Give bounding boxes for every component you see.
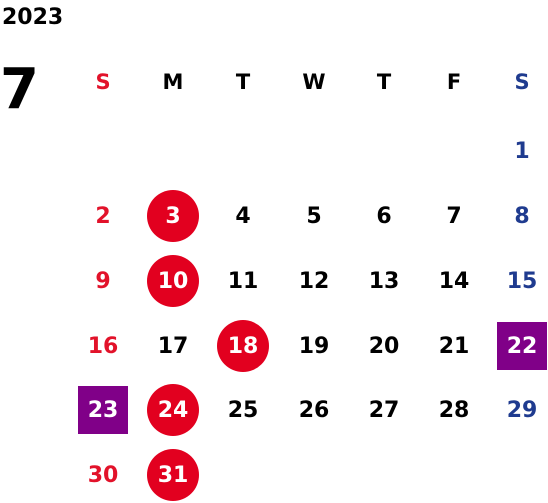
weekday-header-tue: T <box>235 70 251 94</box>
day-cell-28[interactable]: 28 <box>438 397 470 423</box>
day-cell-25[interactable]: 25 <box>227 397 259 423</box>
day-cell-13[interactable]: 13 <box>368 268 400 294</box>
day-cell-14[interactable]: 14 <box>438 268 470 294</box>
weekday-header-sun: S <box>95 70 111 94</box>
day-cell-27[interactable]: 27 <box>368 397 400 423</box>
day-cell-21[interactable]: 21 <box>438 333 470 359</box>
day-cell-7[interactable]: 7 <box>446 203 462 229</box>
weekday-header-mon: M <box>162 70 184 94</box>
day-cell-18[interactable]: 18 <box>217 320 269 372</box>
calendar-month: 7 <box>0 57 39 122</box>
day-cell-9[interactable]: 9 <box>95 268 111 294</box>
day-cell-29[interactable]: 29 <box>506 397 538 423</box>
day-cell-26[interactable]: 26 <box>298 397 330 423</box>
day-cell-12[interactable]: 12 <box>298 268 330 294</box>
day-cell-2[interactable]: 2 <box>95 203 111 229</box>
day-cell-5[interactable]: 5 <box>306 203 322 229</box>
day-cell-17[interactable]: 17 <box>157 333 189 359</box>
day-cell-1[interactable]: 1 <box>514 138 530 164</box>
day-cell-23[interactable]: 23 <box>78 386 128 434</box>
day-cell-4[interactable]: 4 <box>235 203 251 229</box>
calendar-year: 2023 <box>2 5 64 30</box>
day-cell-31[interactable]: 31 <box>147 449 199 501</box>
day-cell-30[interactable]: 30 <box>87 462 119 488</box>
day-cell-3[interactable]: 3 <box>147 190 199 242</box>
day-cell-10[interactable]: 10 <box>147 255 199 307</box>
day-cell-24[interactable]: 24 <box>147 384 199 436</box>
day-cell-20[interactable]: 20 <box>368 333 400 359</box>
day-cell-6[interactable]: 6 <box>376 203 392 229</box>
day-cell-22[interactable]: 22 <box>497 322 547 370</box>
day-cell-8[interactable]: 8 <box>514 203 530 229</box>
day-cell-11[interactable]: 11 <box>227 268 259 294</box>
weekday-header-sat: S <box>514 70 530 94</box>
day-cell-15[interactable]: 15 <box>506 268 538 294</box>
weekday-header-thu: T <box>376 70 392 94</box>
day-cell-19[interactable]: 19 <box>298 333 330 359</box>
day-cell-16[interactable]: 16 <box>87 333 119 359</box>
weekday-header-fri: F <box>446 70 462 94</box>
weekday-header-wed: W <box>302 70 326 94</box>
